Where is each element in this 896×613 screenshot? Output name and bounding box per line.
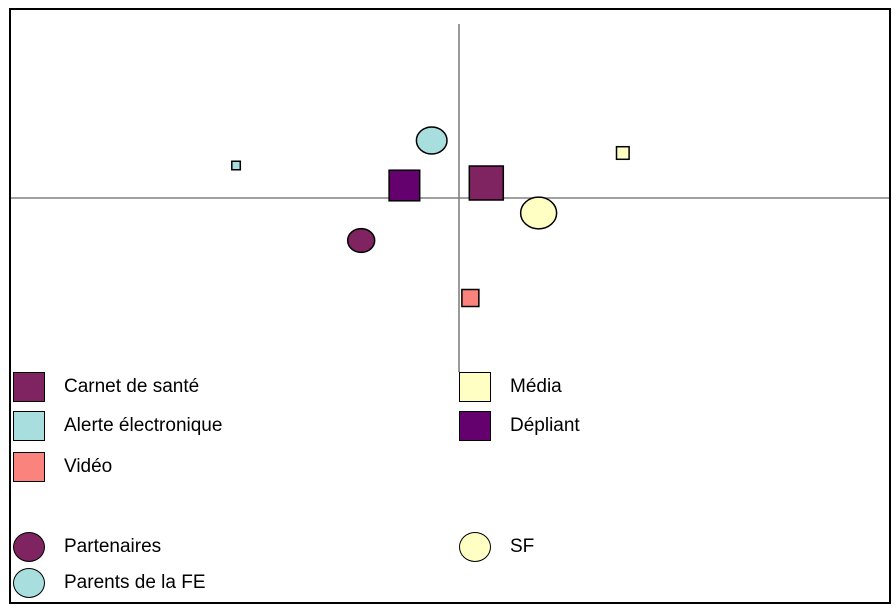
legend-label-carnet: Carnet de santé (64, 376, 200, 397)
legend-swatch-depliant (459, 411, 491, 441)
legend-label-alerte: Alerte électronique (64, 415, 223, 436)
legend-label-partenaires: Partenaires (64, 536, 162, 557)
legend-swatch-media (459, 372, 491, 402)
legend-label-video: Vidéo (64, 456, 113, 477)
legend-swatch-video (13, 452, 45, 482)
legend-label-depliant: Dépliant (510, 415, 580, 436)
marker-square-carnet-de-sante (468, 165, 505, 201)
marker-square-video (461, 288, 480, 308)
marker-square-media (615, 145, 630, 161)
legend-label-sf: SF (510, 536, 535, 557)
legend-item-media: Média (459, 370, 562, 404)
chart-frame (9, 8, 891, 604)
legend-item-depliant: Dépliant (459, 409, 580, 443)
legend-item-alerte: Alerte électronique (13, 409, 222, 443)
marker-square-alerte-electronique (231, 160, 242, 171)
legend-swatch-parents (13, 568, 45, 598)
legend-swatch-sf (459, 532, 491, 562)
legend-item-parents: Parents de la FE (13, 566, 206, 600)
legend-swatch-alerte (13, 411, 45, 441)
marker-circle-partenaires (346, 227, 376, 254)
legend-item-partenaires: Partenaires (13, 530, 161, 564)
marker-square-depliant (388, 169, 421, 202)
legend-item-carnet: Carnet de santé (13, 370, 199, 404)
legend-swatch-partenaires (13, 532, 45, 562)
legend-swatch-carnet (13, 372, 45, 402)
marker-circle-sf (519, 196, 558, 230)
marker-circle-parents-de-la-fe (415, 126, 448, 155)
legend-label-media: Média (510, 376, 562, 397)
chart-plot (11, 24, 889, 372)
legend-item-sf: SF (459, 530, 534, 564)
legend-item-video: Vidéo (13, 450, 112, 484)
legend-label-parents: Parents de la FE (64, 572, 206, 593)
